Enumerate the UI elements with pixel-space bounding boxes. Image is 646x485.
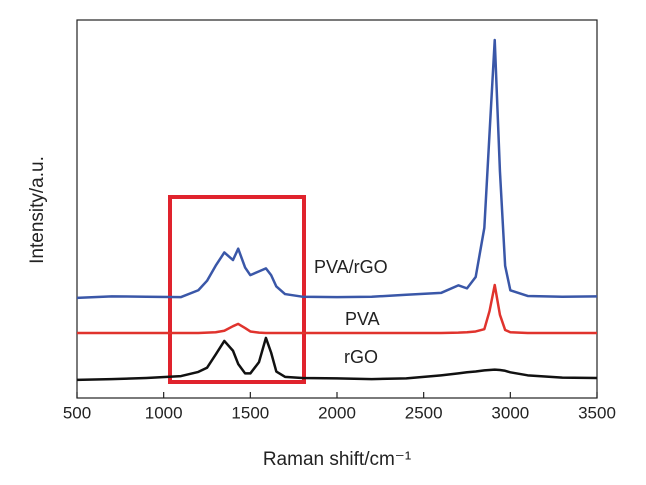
series-label: rGO bbox=[344, 347, 378, 367]
x-tick-label: 2000 bbox=[318, 403, 356, 422]
x-tick-label: 3000 bbox=[491, 403, 529, 422]
series-line bbox=[77, 283, 597, 335]
x-tick-label: 1000 bbox=[145, 403, 183, 422]
y-axis-title: Intensity/a.u. bbox=[27, 156, 48, 264]
x-tick-label: 2500 bbox=[405, 403, 443, 422]
x-tick-label: 1500 bbox=[231, 403, 269, 422]
series-line bbox=[76, 336, 598, 382]
plot-frame bbox=[76, 19, 598, 399]
x-tick-label: 3500 bbox=[578, 403, 616, 422]
highlight-box bbox=[168, 195, 306, 384]
x-tick-label: 500 bbox=[63, 403, 91, 422]
series-label: PVA bbox=[345, 309, 380, 329]
series-line bbox=[76, 38, 598, 300]
x-axis-title: Raman shift/cm⁻¹ bbox=[263, 449, 411, 470]
series-label: PVA/rGO bbox=[314, 257, 388, 277]
